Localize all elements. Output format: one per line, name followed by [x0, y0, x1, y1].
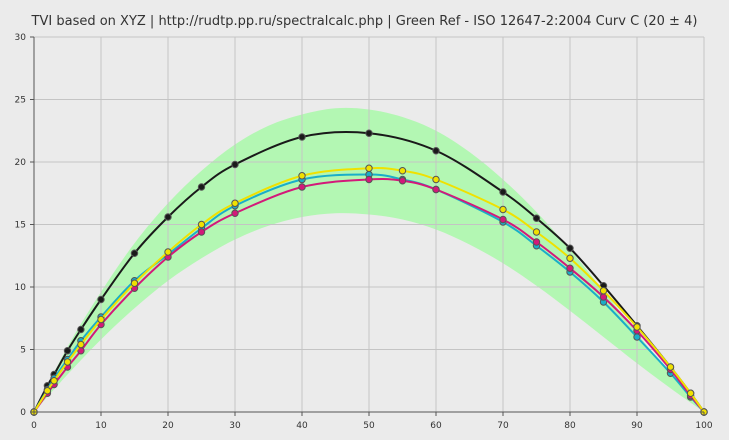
y-tick-label: 25 — [15, 96, 26, 106]
data-point[interactable] — [298, 183, 306, 191]
data-point[interactable] — [532, 228, 541, 236]
data-point[interactable] — [532, 238, 541, 246]
data-point[interactable] — [499, 205, 507, 214]
data-point[interactable] — [130, 249, 139, 257]
data-point[interactable] — [63, 347, 72, 355]
x-tick-label: 100 — [695, 421, 712, 431]
y-tick-label: 5 — [20, 346, 26, 356]
data-point[interactable] — [532, 214, 541, 222]
axis-layer: 0 10 20 30 40 50 60 70 80 90 100 0 5 10 15 20 25 30 — [15, 33, 713, 431]
y-tick-label: 30 — [15, 33, 27, 43]
data-point[interactable] — [50, 377, 58, 385]
data-point[interactable] — [398, 177, 407, 185]
data-point[interactable] — [43, 387, 52, 395]
x-tick-label: 60 — [430, 421, 442, 431]
data-point[interactable] — [197, 183, 206, 191]
data-point[interactable] — [633, 333, 641, 341]
data-point[interactable] — [231, 160, 239, 169]
data-point[interactable] — [499, 215, 507, 224]
data-point[interactable] — [666, 363, 675, 371]
x-tick-label: 70 — [497, 421, 509, 431]
data-point[interactable] — [298, 133, 306, 141]
data-point[interactable] — [432, 147, 440, 155]
data-point[interactable] — [130, 279, 139, 287]
data-point[interactable] — [499, 188, 507, 196]
data-point[interactable] — [398, 167, 407, 175]
chart-title: TVI based on XYZ | http://rudtp.pp.ru/sp… — [31, 14, 698, 29]
data-point[interactable] — [197, 220, 206, 229]
y-tick-label: 15 — [15, 221, 26, 231]
data-point[interactable] — [432, 175, 440, 184]
data-point[interactable] — [365, 164, 373, 172]
data-point[interactable] — [164, 213, 172, 221]
x-tick-label: 90 — [631, 421, 643, 431]
data-point[interactable] — [97, 295, 105, 304]
data-point[interactable] — [231, 209, 239, 217]
x-tick-label: 50 — [363, 421, 375, 431]
series-layer — [30, 129, 708, 416]
y-tick-label: 0 — [20, 408, 26, 418]
data-point[interactable] — [97, 315, 105, 324]
data-point[interactable] — [566, 264, 574, 272]
data-point[interactable] — [197, 228, 206, 236]
x-tick-label: 10 — [95, 421, 107, 431]
x-tick-label: 20 — [162, 421, 174, 431]
series-line — [33, 173, 705, 413]
series-line — [33, 167, 705, 413]
data-point[interactable] — [686, 389, 695, 397]
data-point[interactable] — [77, 325, 85, 334]
data-point[interactable] — [365, 129, 373, 137]
data-point[interactable] — [432, 185, 440, 194]
data-point[interactable] — [633, 323, 641, 331]
data-point[interactable] — [566, 244, 574, 252]
y-tick-label: 20 — [15, 158, 27, 168]
data-point[interactable] — [164, 248, 172, 256]
data-point[interactable] — [365, 175, 373, 184]
data-point[interactable] — [566, 254, 574, 262]
x-tick-label: 30 — [229, 421, 241, 431]
data-point[interactable] — [298, 172, 306, 180]
x-tick-label: 80 — [564, 421, 576, 431]
x-tick-label: 0 — [31, 421, 37, 431]
x-tick-label: 40 — [296, 421, 308, 431]
data-point[interactable] — [63, 358, 72, 366]
series-line — [33, 177, 705, 413]
data-point[interactable] — [599, 293, 608, 301]
data-point[interactable] — [599, 287, 608, 295]
data-point[interactable] — [231, 199, 239, 207]
data-point[interactable] — [77, 340, 85, 349]
y-tick-label: 10 — [15, 283, 27, 293]
